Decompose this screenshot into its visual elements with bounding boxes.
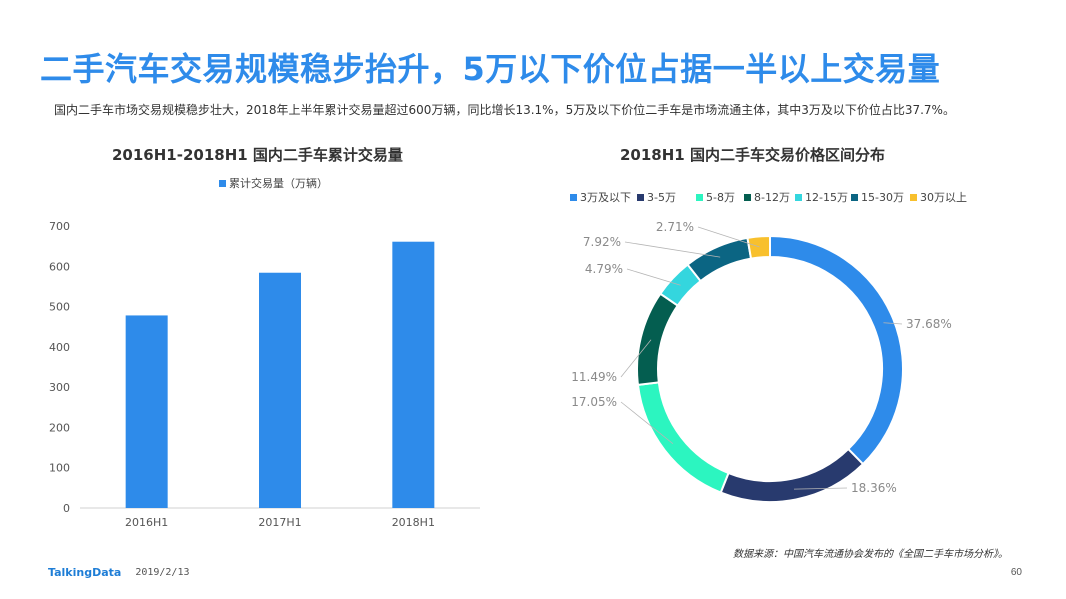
- donut-legend-swatch: [744, 194, 751, 201]
- bar-2016H1: [125, 315, 168, 508]
- bar-chart-title: 2016H1-2018H1 国内二手车累计交易量: [112, 146, 403, 164]
- bar-legend-label: 累计交易量（万辆）: [229, 176, 328, 190]
- donut-leader-line: [697, 226, 760, 248]
- brand-logo: TalkingData: [48, 566, 122, 579]
- bar-x-tick-label: 2016H1: [125, 516, 168, 529]
- donut-legend-label: 30万以上: [920, 191, 967, 204]
- bar-y-tick-label: 400: [49, 341, 70, 354]
- footer-date: 2019/2/13: [135, 567, 190, 578]
- donut-legend-label: 15-30万: [861, 191, 904, 204]
- bar-x-tick-label: 2018H1: [392, 516, 435, 529]
- donut-leader-line: [883, 322, 903, 325]
- donut-legend-label: 12-15万: [805, 191, 848, 204]
- donut-legend-label: 3万及以下: [580, 191, 631, 204]
- donut-leader-line: [620, 401, 674, 444]
- bar-x-tick-label: 2017H1: [258, 516, 301, 529]
- donut-slice-8-12万: [636, 292, 680, 387]
- donut-pct-label: 37.68%: [906, 317, 952, 331]
- donut-leader-line: [624, 241, 721, 258]
- donut-leader-line: [620, 339, 652, 378]
- bar-y-tick-label: 600: [49, 260, 70, 273]
- donut-legend-swatch: [795, 194, 802, 201]
- donut-legend-label: 5-8万: [706, 191, 735, 204]
- page-subtitle: 国内二手车市场交易规模稳步壮大，2018年上半年累计交易量超过600万辆，同比增…: [54, 103, 955, 117]
- bar-2018H1: [392, 241, 435, 508]
- donut-leader-line: [626, 268, 681, 286]
- donut-chart-title: 2018H1 国内二手车交易价格区间分布: [620, 146, 885, 164]
- page-title: 二手汽车交易规模稳步抬升，5万以下价位占据一半以上交易量: [40, 50, 941, 88]
- donut-pct-label: 11.49%: [571, 370, 617, 384]
- page-number: 60: [1010, 567, 1022, 578]
- donut-slice-30万以上: [746, 234, 771, 260]
- donut-pct-label: 2.71%: [656, 220, 694, 234]
- donut-slice-3-5万: [719, 447, 865, 503]
- donut-slice-3万及以下: [769, 234, 904, 466]
- bar-y-tick-label: 0: [63, 502, 70, 515]
- donut-legend-swatch: [637, 194, 644, 201]
- data-source-note: 数据来源：中国汽车流通协会发布的《全国二手车市场分析》。: [733, 549, 1008, 560]
- donut-legend-label: 8-12万: [754, 191, 790, 204]
- donut-slice-5-8万: [636, 381, 730, 494]
- donut-pct-label: 18.36%: [851, 481, 897, 495]
- bar-y-tick-label: 100: [49, 462, 70, 475]
- donut-pct-label: 4.79%: [585, 262, 623, 276]
- footer: TalkingData 2019/2/13: [48, 566, 190, 579]
- donut-pct-label: 7.92%: [583, 235, 621, 249]
- bar-2017H1: [259, 272, 301, 508]
- bar-legend-swatch: [219, 180, 226, 187]
- donut-legend-swatch: [851, 194, 858, 201]
- donut-leader-line: [794, 487, 848, 490]
- bar-y-tick-label: 700: [49, 220, 70, 233]
- donut-legend-swatch: [696, 194, 703, 201]
- donut-legend-swatch: [910, 194, 917, 201]
- bar-y-tick-label: 500: [49, 301, 70, 314]
- donut-legend-label: 3-5万: [647, 191, 676, 204]
- donut-pct-label: 17.05%: [571, 395, 617, 409]
- donut-slice-15-30万: [686, 236, 753, 283]
- donut-legend-swatch: [570, 194, 577, 201]
- bar-y-tick-label: 300: [49, 381, 70, 394]
- bar-y-tick-label: 200: [49, 421, 70, 434]
